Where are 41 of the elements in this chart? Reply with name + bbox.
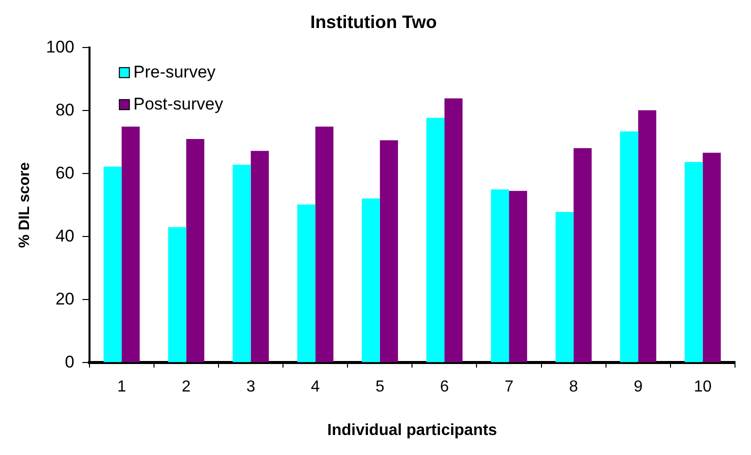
x-tick-label: 4 (310, 378, 320, 396)
bar (297, 204, 316, 362)
bar (620, 131, 638, 362)
bar (490, 189, 510, 362)
y-tick-label: 20 (55, 289, 74, 308)
x-tick-label: 5 (375, 378, 384, 396)
legend-label: Post-survey (133, 94, 224, 114)
bar (684, 162, 703, 362)
x-tick-label: 8 (569, 378, 578, 396)
bar (186, 138, 204, 362)
y-tick-label: 80 (55, 100, 74, 120)
y-tick-label: 60 (55, 163, 74, 182)
x-tick-label: 10 (694, 378, 712, 396)
x-tick-label: 6 (440, 378, 450, 396)
x-tick-label: 2 (182, 378, 191, 396)
x-tick-label: 1 (117, 378, 126, 396)
bar (250, 150, 269, 362)
x-tick-label: 7 (504, 378, 514, 396)
bar (702, 152, 721, 362)
bar (509, 190, 528, 362)
bar (104, 166, 122, 362)
bar (380, 140, 398, 362)
bar (122, 126, 140, 362)
bar (638, 110, 656, 362)
chart-title: Institution Two (310, 12, 437, 32)
bar (574, 148, 592, 362)
bar (444, 98, 463, 362)
y-axis-title: % DIL score (16, 162, 34, 248)
y-tick-label: 100 (46, 37, 74, 56)
x-axis-title: Individual participants (327, 422, 498, 439)
legend-label: Pre-survey (133, 62, 216, 82)
y-tick-label: 0 (64, 352, 74, 372)
y-tick-label: 40 (55, 226, 74, 246)
bar (232, 164, 251, 362)
bar (556, 212, 574, 362)
x-tick-label: 3 (246, 378, 256, 396)
x-tick-label: 9 (634, 378, 643, 396)
bar (426, 118, 444, 362)
bar (362, 198, 380, 362)
bar (315, 126, 334, 362)
bar (168, 227, 186, 362)
